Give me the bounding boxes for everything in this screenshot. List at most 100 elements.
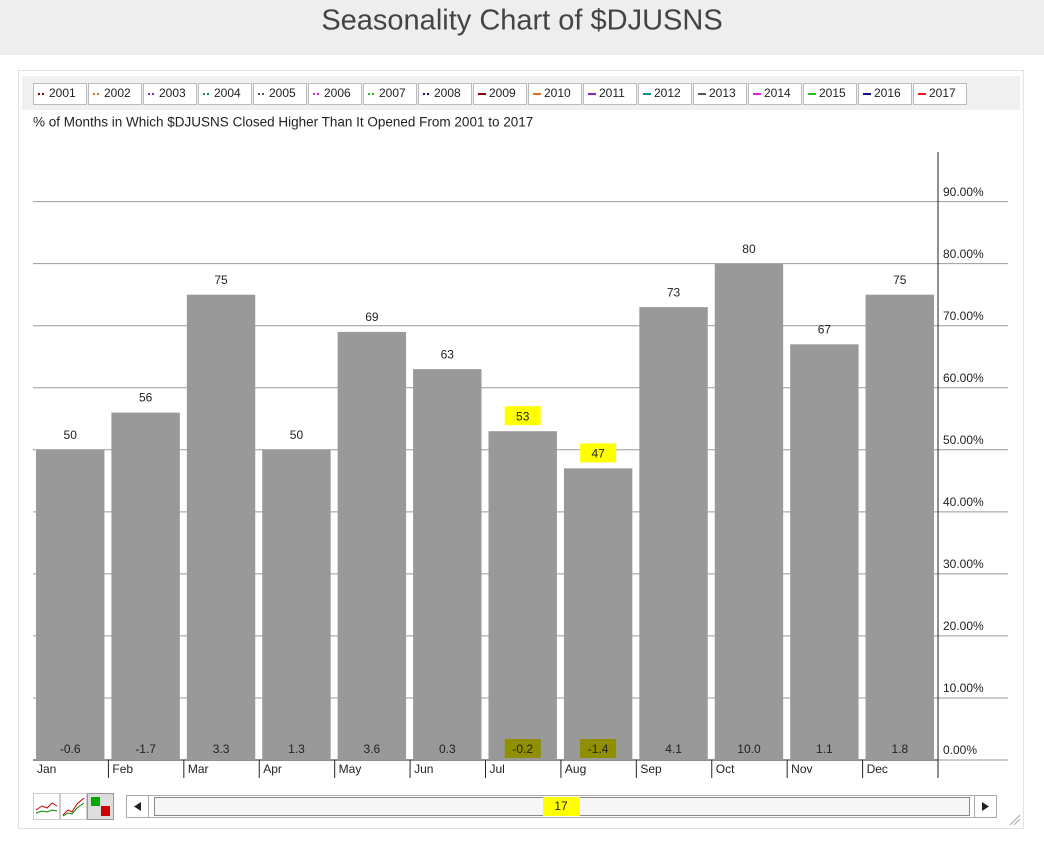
y-tick-label: 80.00% bbox=[943, 247, 984, 261]
y-tick-label: 60.00% bbox=[943, 371, 984, 385]
legend-label: 2017 bbox=[929, 86, 956, 100]
highlight bbox=[504, 739, 541, 758]
bar bbox=[337, 331, 407, 760]
return-label: -0.6 bbox=[60, 742, 81, 756]
y-tick-label: 90.00% bbox=[943, 185, 984, 199]
return-label: 4.1 bbox=[665, 742, 682, 756]
return-label: 3.6 bbox=[364, 742, 381, 756]
legend-item bbox=[198, 83, 252, 105]
y-tick-label: 70.00% bbox=[943, 309, 984, 323]
x-tick-label: Jul bbox=[490, 762, 505, 776]
legend-item bbox=[583, 83, 637, 105]
bar bbox=[413, 369, 482, 760]
highlight bbox=[504, 406, 541, 426]
legend-label: 2001 bbox=[49, 86, 76, 100]
header-band bbox=[0, 0, 1044, 55]
icon bbox=[62, 797, 85, 816]
legend-item bbox=[143, 83, 197, 105]
legend-item bbox=[693, 83, 747, 105]
legend-label: 2013 bbox=[709, 86, 736, 100]
highlight bbox=[580, 739, 617, 758]
x-tick-label: Jan bbox=[37, 762, 56, 776]
value-label: 56 bbox=[139, 391, 153, 405]
legend-label: 2004 bbox=[214, 86, 241, 100]
value-label: 50 bbox=[64, 428, 78, 442]
resize-grip bbox=[1009, 814, 1021, 826]
bar bbox=[563, 468, 633, 760]
bar bbox=[186, 294, 256, 760]
legend-label: 2016 bbox=[874, 86, 901, 100]
icon bbox=[91, 797, 100, 806]
x-tick-label: Apr bbox=[263, 762, 282, 776]
line-chart-button[interactable] bbox=[33, 793, 60, 820]
icon bbox=[982, 802, 989, 811]
x-tick-label: May bbox=[339, 762, 362, 776]
legend-item bbox=[88, 83, 142, 105]
value-label: 63 bbox=[441, 347, 455, 361]
legend-item bbox=[858, 83, 912, 105]
return-label: -0.2 bbox=[512, 742, 533, 756]
return-label: -1.4 bbox=[588, 742, 609, 756]
y-tick-label: 0.00% bbox=[943, 743, 977, 757]
highlight bbox=[543, 797, 580, 816]
legend-item bbox=[473, 83, 527, 105]
y-tick-label: 10.00% bbox=[943, 681, 984, 695]
legend-label: 2012 bbox=[654, 86, 681, 100]
x-tick-label: Oct bbox=[716, 762, 735, 776]
x-tick-label: Mar bbox=[188, 762, 209, 776]
legend-item bbox=[363, 83, 417, 105]
legend-label: 2014 bbox=[764, 86, 791, 100]
bar bbox=[790, 344, 859, 760]
y-tick-label: 20.00% bbox=[943, 619, 984, 633]
icon bbox=[62, 802, 85, 817]
legend-item bbox=[913, 83, 967, 105]
x-tick-label: Aug bbox=[565, 762, 586, 776]
legend-item bbox=[638, 83, 692, 105]
value-label: 73 bbox=[667, 285, 681, 299]
legend-item bbox=[308, 83, 362, 105]
legend-label: 2007 bbox=[379, 86, 406, 100]
return-label: 1.8 bbox=[891, 742, 908, 756]
legend-item bbox=[418, 83, 472, 105]
bar bbox=[714, 263, 784, 760]
legend-label: 2015 bbox=[819, 86, 846, 100]
icon bbox=[35, 802, 58, 811]
icon bbox=[134, 802, 141, 811]
bar bbox=[639, 307, 708, 760]
legend-label: 2011 bbox=[599, 86, 625, 100]
legend-label: 2003 bbox=[159, 86, 186, 100]
icon bbox=[35, 809, 58, 814]
value-label: 80 bbox=[742, 242, 756, 256]
value-label: 67 bbox=[818, 322, 832, 336]
legend-label: 2002 bbox=[104, 86, 131, 100]
x-tick-label: Sep bbox=[640, 762, 662, 776]
legend-label: 2008 bbox=[434, 86, 461, 100]
value-label: 75 bbox=[214, 273, 228, 287]
legend-label: 2009 bbox=[489, 86, 516, 100]
return-label: 1.3 bbox=[288, 742, 305, 756]
bar bbox=[865, 294, 934, 760]
bar bbox=[36, 449, 105, 760]
y-tick-label: 30.00% bbox=[943, 557, 984, 571]
y-tick-label: 40.00% bbox=[943, 495, 984, 509]
return-label: 0.3 bbox=[439, 742, 456, 756]
return-label: 10.0 bbox=[737, 742, 761, 756]
value-label: 75 bbox=[893, 273, 907, 287]
toolbar: 17 bbox=[33, 793, 1021, 826]
bar bbox=[111, 412, 180, 760]
legend-item bbox=[803, 83, 857, 105]
chart-subtitle: % of Months in Which $DJUSNS Closed High… bbox=[33, 115, 533, 130]
highlight bbox=[580, 443, 617, 463]
x-tick-label: Nov bbox=[791, 762, 812, 776]
value-label: 53 bbox=[516, 409, 530, 423]
x-tick-label: Dec bbox=[867, 762, 888, 776]
legend-item bbox=[528, 83, 582, 105]
legend-label: 2006 bbox=[324, 86, 351, 100]
return-label: 1.1 bbox=[816, 742, 833, 756]
legend-item bbox=[253, 83, 307, 105]
y-tick-label: 50.00% bbox=[943, 433, 984, 447]
chart-title: Seasonality Chart of $DJUSNS bbox=[321, 5, 722, 37]
icon bbox=[101, 806, 110, 816]
